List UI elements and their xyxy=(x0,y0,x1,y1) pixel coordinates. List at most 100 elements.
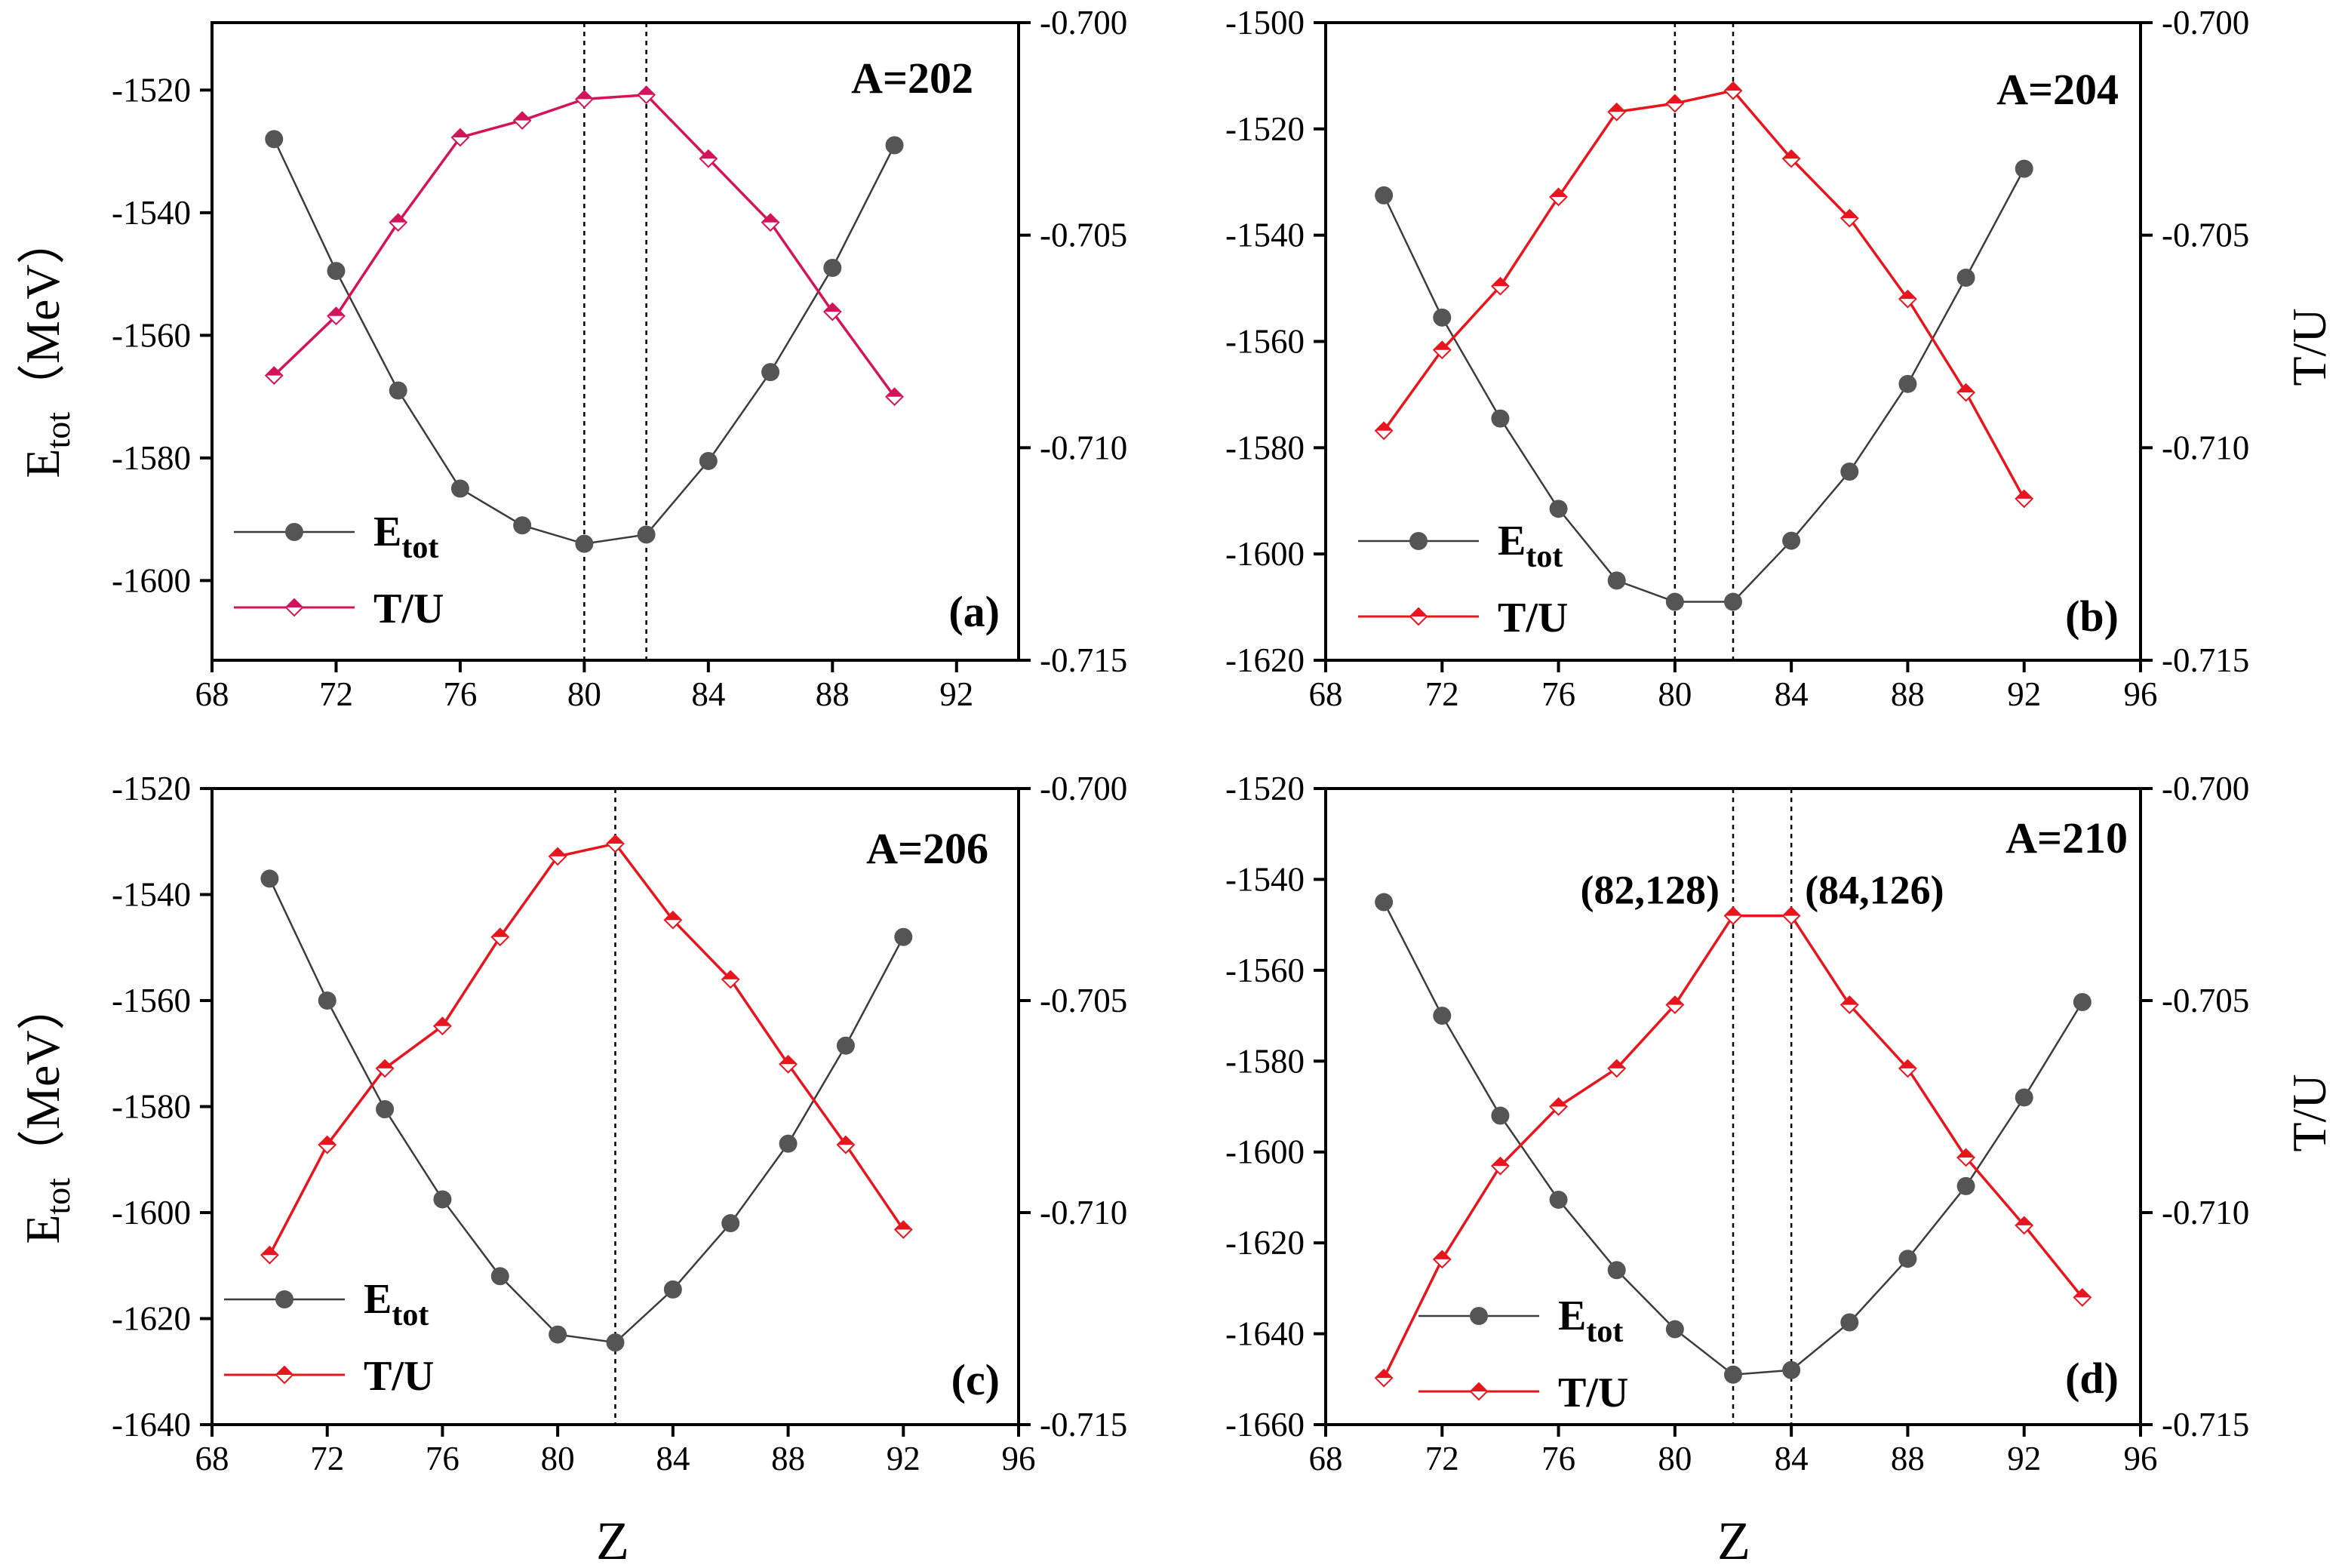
right-y-tick-label: -0.705 xyxy=(2162,982,2249,1019)
x-tick-label: 76 xyxy=(426,1440,459,1477)
right-y-tick-label: -0.700 xyxy=(2162,4,2249,42)
etot-point xyxy=(450,479,469,498)
legend-tu-marker-fill xyxy=(286,599,303,607)
tu-point xyxy=(1839,208,1859,228)
x-tick-label: 80 xyxy=(1658,675,1692,713)
etot-point xyxy=(513,516,532,535)
tu-point xyxy=(1549,1097,1568,1116)
right-y-tick-label: -0.715 xyxy=(1040,1406,1127,1443)
tu-point xyxy=(512,111,532,130)
tu-point xyxy=(1839,995,1859,1015)
left-y-tick-label: -1580 xyxy=(112,439,191,477)
right-y-tick-label: -0.710 xyxy=(1040,429,1127,466)
etot-point xyxy=(885,136,904,155)
tu-series-line xyxy=(1382,89,2026,500)
tu-point-fill xyxy=(1492,1158,1509,1167)
etot-point xyxy=(721,1214,740,1233)
tu-point xyxy=(1781,149,1801,168)
etot-point xyxy=(1549,500,1568,518)
tu-point-fill xyxy=(1899,1059,1916,1068)
etot-point xyxy=(376,1100,395,1119)
right-y-tick-label: -0.710 xyxy=(2162,1194,2249,1231)
panel-label: (d) xyxy=(2065,1354,2119,1403)
right-y-tick-label: -0.705 xyxy=(1040,217,1127,254)
x-tick-label: 84 xyxy=(1775,1440,1809,1477)
right-y-tick-label: -0.700 xyxy=(1040,770,1127,807)
chart-panel-1: 68 72 76 80 84 88 92 -1520 -1540 -1560 -1580 -1600 -… xyxy=(112,4,1127,713)
x-tick-label: 80 xyxy=(567,675,601,713)
x-tick-label: 84 xyxy=(656,1440,690,1477)
etot-point xyxy=(823,259,842,277)
tu-point xyxy=(389,213,408,232)
tu-point-fill xyxy=(638,86,655,95)
chart-panel-4: 68 72 76 80 84 88 92 96 -1520 -1540 -1560 -1580 -160… xyxy=(1225,770,2249,1477)
x-tick-label: 92 xyxy=(2007,675,2041,713)
tu-point xyxy=(1956,1148,1975,1167)
panel-label: (c) xyxy=(951,1355,1000,1404)
tu-point xyxy=(260,1245,279,1265)
x-tick-label: 92 xyxy=(939,675,973,713)
svg-text:Etot（MeV）: Etot（MeV） xyxy=(16,216,77,478)
x-axis-label-left: Z xyxy=(596,1511,629,1568)
tu-point-fill xyxy=(1957,1148,1975,1158)
tu-point-fill xyxy=(1608,103,1625,112)
tu-point-fill xyxy=(1608,1059,1625,1068)
tu-point xyxy=(548,847,567,866)
x-tick-label: 88 xyxy=(1891,675,1925,713)
tu-point xyxy=(2015,489,2034,509)
tu-point xyxy=(1607,1059,1627,1078)
etot-point xyxy=(1665,592,1684,611)
plot-frame xyxy=(211,21,1020,662)
tu-point xyxy=(1665,995,1685,1015)
tu-series-line xyxy=(268,842,905,1256)
etot-point xyxy=(894,927,913,946)
tu-point xyxy=(779,1054,798,1074)
tu-point-fill xyxy=(895,1221,912,1230)
tu-point-fill xyxy=(779,1056,797,1065)
legend-etot-marker xyxy=(275,1290,294,1308)
tu-point xyxy=(1781,906,1801,926)
left-y-tick-label: -1540 xyxy=(112,876,191,914)
etot-point xyxy=(433,1190,452,1209)
tu-point-fill xyxy=(1841,210,1858,219)
x-tick-label: 88 xyxy=(771,1440,805,1477)
tu-point xyxy=(574,89,594,109)
tu-point xyxy=(1549,187,1568,207)
tu-point-fill xyxy=(1783,150,1800,159)
etot-point xyxy=(663,1280,682,1299)
tu-point-fill xyxy=(1434,341,1451,350)
left-y-tick-label: -1620 xyxy=(1225,641,1305,679)
tu-point-fill xyxy=(722,970,739,979)
tu-point-fill xyxy=(266,367,283,376)
tu-point xyxy=(721,970,740,989)
left-y-tick-label: -1600 xyxy=(1225,1133,1305,1171)
etot-series-line xyxy=(1383,168,2025,603)
tu-point xyxy=(663,910,683,930)
legend-tu-marker-fill xyxy=(1471,1383,1487,1391)
x-tick-label: 68 xyxy=(195,1440,229,1477)
etot-series-line xyxy=(269,878,905,1344)
x-tick-label: 76 xyxy=(1541,1440,1575,1477)
legend-tu-label: T/U xyxy=(1498,595,1568,641)
tu-point-fill xyxy=(261,1247,278,1256)
tu-point xyxy=(327,306,346,326)
tu-point-fill xyxy=(824,303,841,312)
panel-title: A=210 xyxy=(2005,813,2128,862)
legend-etot-label: Etot xyxy=(373,509,438,565)
left-y-tick-label: -1600 xyxy=(112,561,191,599)
left-y-tick-label: -1620 xyxy=(112,1300,191,1338)
tu-point-fill xyxy=(762,214,779,223)
legend-etot-label: Etot xyxy=(1498,518,1563,574)
x-tick-label: 76 xyxy=(1541,675,1575,713)
etot-point xyxy=(1724,592,1742,611)
right-y-tick-label: -0.705 xyxy=(1040,982,1127,1019)
tu-point-fill xyxy=(1725,907,1741,916)
tu-point-fill xyxy=(664,912,681,921)
legend: Etot T/U xyxy=(1358,518,1568,641)
tu-point-fill xyxy=(1666,95,1683,104)
right-y-tick-label: -0.700 xyxy=(1040,4,1127,42)
left-y-tick-label: -1560 xyxy=(1225,323,1305,361)
tu-point-fill xyxy=(1899,291,1916,300)
legend-tu-label: T/U xyxy=(1558,1370,1628,1416)
legend: Etot T/U xyxy=(234,509,444,632)
